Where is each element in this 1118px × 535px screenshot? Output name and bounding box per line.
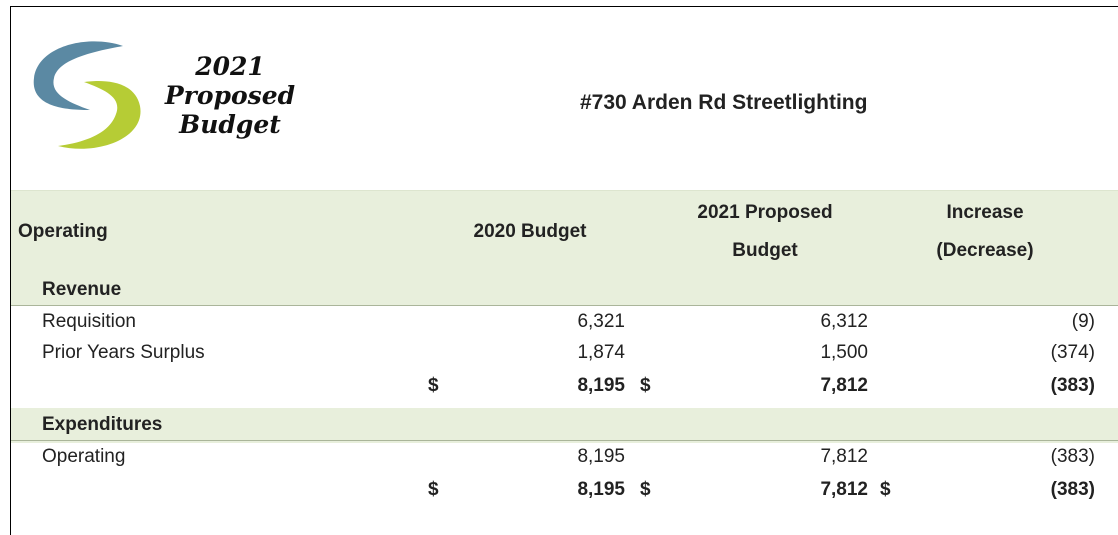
currency-symbol: $ — [428, 479, 439, 500]
cell-value: (383) — [1050, 375, 1095, 396]
cell-value: 7,812 — [820, 375, 868, 396]
logo-line: Proposed — [164, 81, 296, 110]
cell-value: 1,500 — [820, 342, 868, 363]
cell-value: 8,195 — [577, 375, 625, 396]
logo-line: 2021 — [195, 52, 265, 81]
column-header: Increase — [946, 202, 1024, 223]
logo-line: Budget — [179, 110, 281, 139]
column-header: 2021 Proposed — [697, 202, 833, 223]
top-border — [10, 6, 1118, 7]
cell-value: (374) — [1050, 342, 1095, 363]
column-header: (Decrease) — [936, 240, 1034, 261]
column-header: Operating — [18, 221, 108, 242]
row-label: Prior Years Surplus — [42, 342, 205, 363]
cell-value: 7,812 — [820, 479, 868, 500]
section-name: Revenue — [42, 279, 122, 300]
header-band — [11, 190, 1118, 305]
currency-symbol: $ — [428, 375, 439, 396]
cell-value: (383) — [1050, 446, 1095, 467]
cell-value: (383) — [1050, 479, 1095, 500]
title: #730 Arden Rd Streetlighting — [580, 91, 868, 114]
cell-value: 8,195 — [577, 479, 625, 500]
currency-symbol: $ — [640, 375, 651, 396]
column-header: Budget — [732, 240, 798, 261]
logo-text: 2021 Proposed Budget — [150, 52, 310, 139]
row-label: Operating — [42, 446, 126, 467]
cell-value: 7,812 — [820, 446, 868, 467]
cell-value: 1,874 — [577, 342, 625, 363]
cell-value: (9) — [1071, 311, 1095, 332]
currency-symbol: $ — [880, 479, 891, 500]
cell-value: 8,195 — [577, 446, 625, 467]
cell-value: 6,312 — [820, 311, 868, 332]
logo-swirl — [33, 41, 141, 149]
currency-symbol: $ — [640, 479, 651, 500]
rule — [11, 440, 1118, 441]
rule — [11, 190, 1118, 191]
row-label: Requisition — [42, 311, 136, 332]
section-name: Expenditures — [42, 414, 163, 435]
cell-value: 6,321 — [577, 311, 625, 332]
column-header: 2020 Budget — [473, 221, 587, 242]
left-border — [10, 6, 11, 535]
section-band — [11, 408, 1118, 443]
rule — [11, 305, 1118, 306]
